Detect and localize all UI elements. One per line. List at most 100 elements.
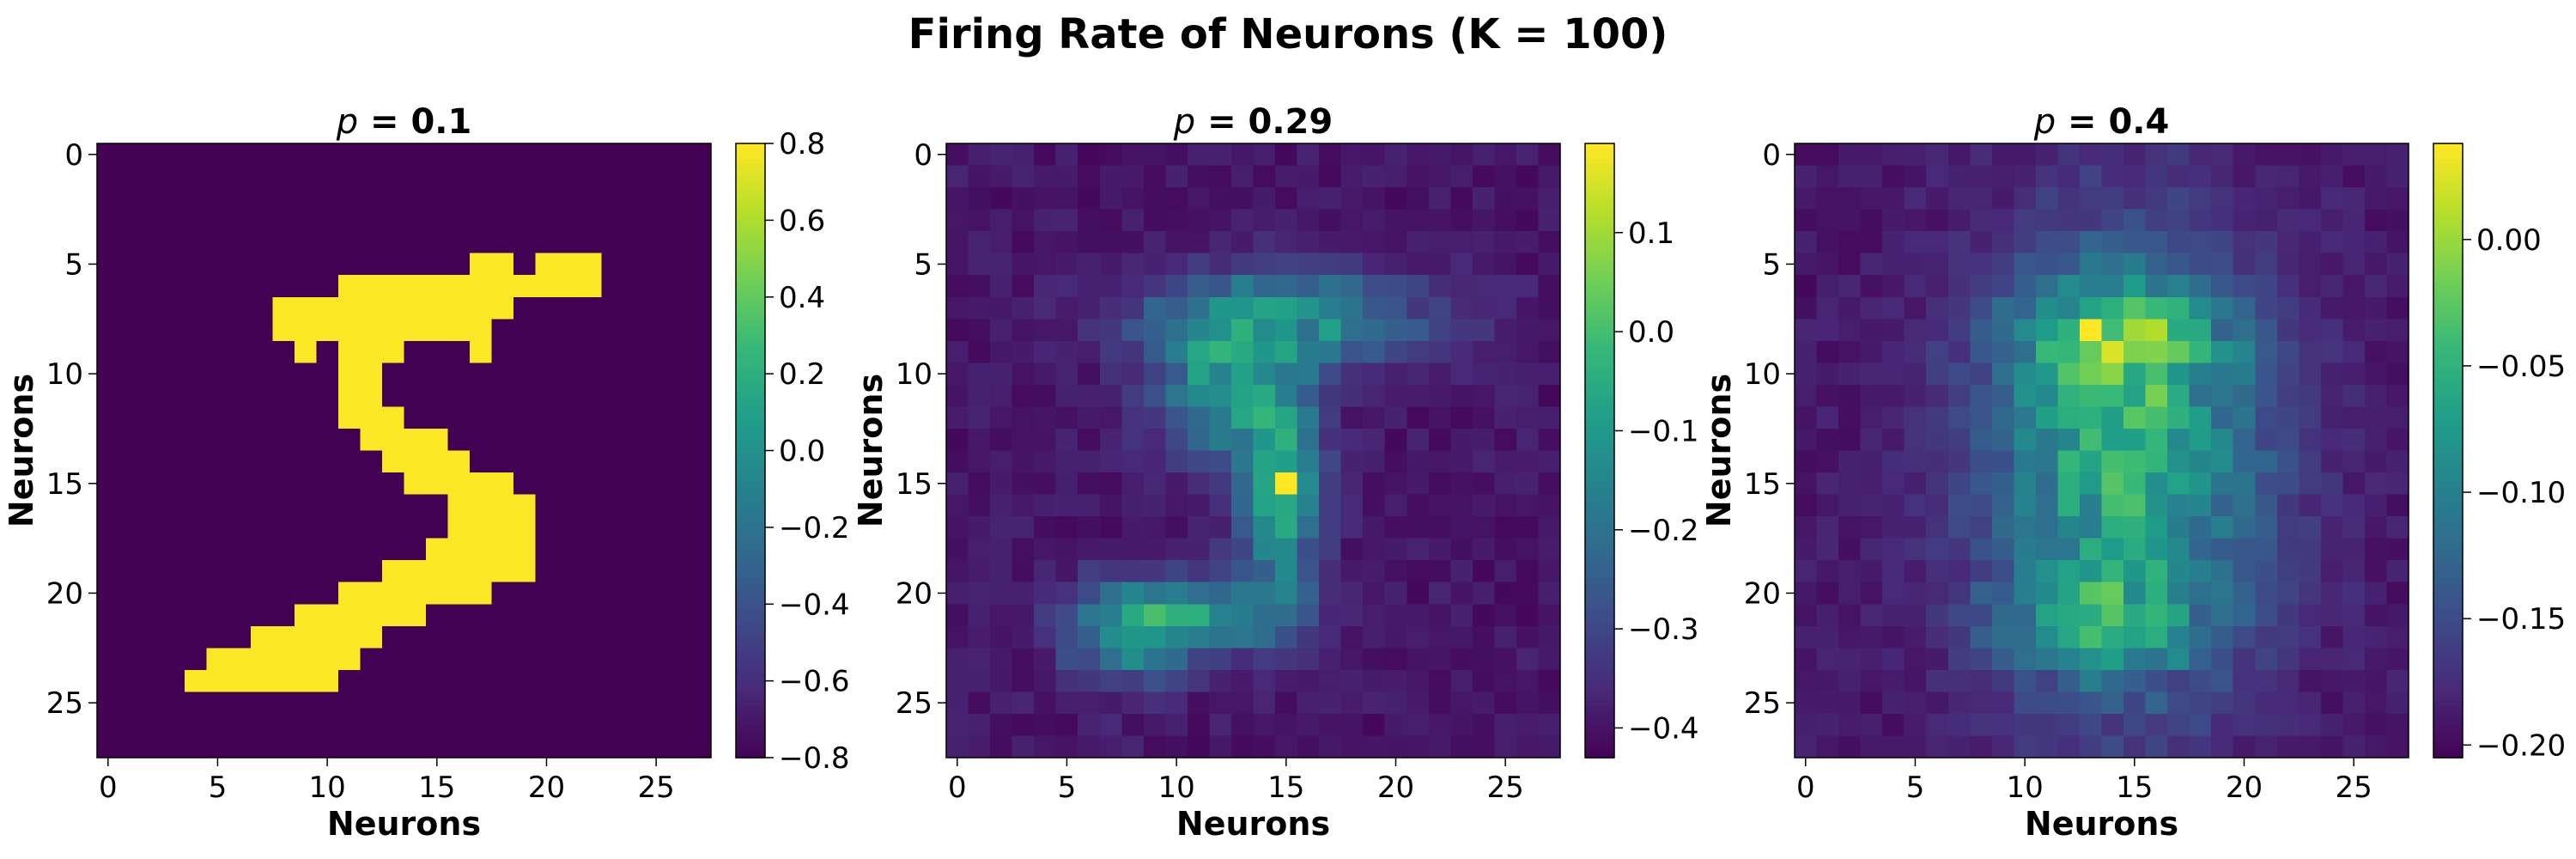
- colorbar-segment: [2433, 655, 2463, 661]
- heatmap-cell: [1494, 472, 1517, 496]
- heatmap-cell: [1516, 253, 1540, 276]
- heatmap-cell: [1991, 143, 2014, 167]
- colorbar-segment: [2433, 343, 2463, 350]
- heatmap-cell: [1450, 669, 1473, 692]
- heatmap-cell: [557, 406, 580, 430]
- heatmap-cell: [228, 384, 252, 408]
- heatmap-cell: [1340, 231, 1364, 254]
- heatmap-cell: [1099, 296, 1122, 320]
- colorbar-segment: [2433, 296, 2463, 303]
- y-axis-label: Neurons: [3, 374, 40, 527]
- y-tick-label: 15: [46, 467, 83, 502]
- heatmap-cell: [2364, 538, 2388, 561]
- heatmap-cell: [2255, 362, 2278, 386]
- heatmap-cell: [645, 669, 668, 692]
- heatmap-cell: [1406, 538, 1430, 561]
- heatmap-cell: [1795, 560, 1818, 583]
- heatmap-cell: [2014, 340, 2037, 363]
- heatmap-cell: [1253, 582, 1276, 605]
- colorbar-segment: [736, 614, 765, 620]
- heatmap-cell: [1428, 209, 1451, 232]
- heatmap-cell: [2211, 669, 2234, 692]
- heatmap-cell: [535, 516, 558, 539]
- heatmap-cell: [381, 494, 405, 517]
- heatmap-cell: [1882, 560, 1905, 583]
- colorbar-segment: [2433, 338, 2463, 344]
- heatmap-cell: [1143, 560, 1166, 583]
- heatmap-cell: [491, 582, 514, 605]
- heatmap-cell: [2101, 669, 2124, 692]
- heatmap-cell: [2255, 538, 2278, 561]
- heatmap-cell: [1121, 406, 1145, 430]
- x-axis-label: Neurons: [327, 805, 481, 843]
- heatmap-cell: [206, 582, 229, 605]
- heatmap-cell: [1363, 494, 1386, 517]
- heatmap-cell: [1970, 713, 1993, 737]
- heatmap-cell: [1860, 362, 1883, 386]
- heatmap-cell: [689, 428, 712, 452]
- heatmap-cell: [601, 428, 624, 452]
- heatmap-cell: [2276, 625, 2300, 649]
- colorbar-segment: [736, 399, 765, 405]
- heatmap-cell: [2123, 450, 2147, 473]
- heatmap-cell: [1099, 143, 1122, 167]
- heatmap-cell: [968, 560, 991, 583]
- heatmap-cell: [1860, 713, 1883, 737]
- heatmap-cell: [623, 669, 646, 692]
- heatmap-cell: [1406, 604, 1430, 627]
- heatmap-cell: [1838, 691, 1862, 715]
- heatmap-cell: [2035, 669, 2059, 692]
- heatmap-cell: [1882, 428, 1905, 452]
- colorbar-segment: [2433, 685, 2463, 692]
- heatmap-cell: [404, 428, 427, 452]
- heatmap-cell: [1253, 494, 1276, 517]
- heatmap-cell: [579, 669, 602, 692]
- heatmap-cell: [1078, 669, 1101, 692]
- heatmap-cell: [1363, 231, 1386, 254]
- heatmap-cell: [2035, 560, 2059, 583]
- heatmap-cell: [1099, 406, 1122, 430]
- heatmap-cell: [1165, 143, 1188, 167]
- heatmap-cell: [1947, 428, 1971, 452]
- heatmap-cell: [2386, 209, 2409, 232]
- heatmap-cell: [206, 428, 229, 452]
- heatmap-cell: [1406, 165, 1430, 188]
- heatmap-cell: [1947, 143, 1971, 167]
- heatmap-cell: [1904, 428, 1927, 452]
- heatmap-cell: [1055, 384, 1078, 408]
- heatmap-cell: [2189, 625, 2212, 649]
- heatmap-cell: [2386, 275, 2409, 298]
- heatmap-cell: [1838, 516, 1862, 539]
- heatmap-cell: [535, 253, 558, 276]
- heatmap-cell: [2167, 406, 2190, 430]
- colorbar-segment: [736, 670, 765, 677]
- heatmap-cell: [2123, 648, 2147, 671]
- heatmap-cell: [316, 209, 339, 232]
- heatmap-cell: [2189, 384, 2212, 408]
- heatmap-cell: [316, 231, 339, 254]
- heatmap-cell: [316, 340, 339, 363]
- heatmap-cell: [990, 428, 1013, 452]
- colorbar-segment: [1585, 665, 1614, 672]
- heatmap-cell: [1538, 538, 1561, 561]
- heatmap-cell: [141, 275, 164, 298]
- heatmap-cell: [2364, 516, 2388, 539]
- heatmap-cell: [447, 428, 471, 452]
- colorbar-segment: [736, 215, 765, 222]
- heatmap-cell: [337, 582, 361, 605]
- heatmap-cell: [2386, 669, 2409, 692]
- heatmap-cell: [206, 209, 229, 232]
- heatmap-cell: [1795, 516, 1818, 539]
- heatmap-cell: [1472, 538, 1495, 561]
- heatmap-cell: [535, 450, 558, 473]
- heatmap-cell: [1055, 691, 1078, 715]
- heatmap-cell: [337, 362, 361, 386]
- colorbar-segment: [736, 660, 765, 667]
- colorbar-segment: [1585, 706, 1614, 713]
- heatmap-cell: [1538, 582, 1561, 605]
- heatmap-cell: [535, 231, 558, 254]
- colorbar-segment: [736, 384, 765, 390]
- heatmap-cell: [2255, 582, 2278, 605]
- heatmap-cell: [1297, 187, 1320, 210]
- colorbar-segment: [736, 158, 765, 165]
